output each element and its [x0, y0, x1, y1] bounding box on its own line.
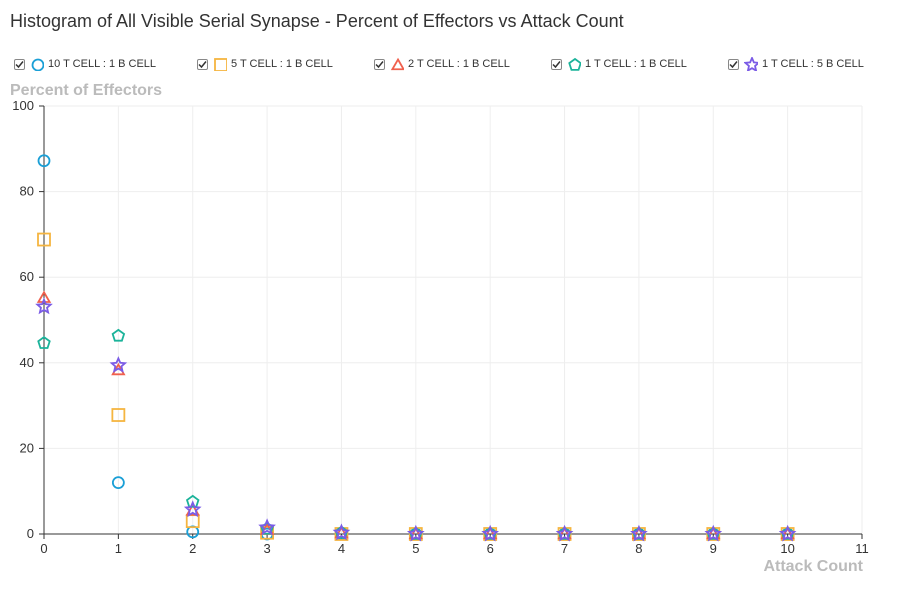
- legend-item[interactable]: 1 T CELL : 5 B CELL: [728, 54, 864, 74]
- data-point-circle[interactable]: [111, 476, 125, 490]
- star-marker[interactable]: [744, 57, 758, 71]
- x-tick-label: 9: [710, 541, 717, 556]
- chart-title: Histogram of All Visible Serial Synapse …: [10, 11, 624, 31]
- data-point-star[interactable]: [332, 523, 351, 541]
- legend-label: 5 T CELL : 1 B CELL: [231, 58, 333, 70]
- legend-label: 2 T CELL : 1 B CELL: [408, 58, 510, 70]
- data-point-star[interactable]: [555, 524, 574, 542]
- data-point-star[interactable]: [406, 524, 425, 542]
- data-point-star[interactable]: [481, 524, 500, 542]
- x-tick-label: 1: [115, 541, 122, 556]
- y-tick-label: 20: [20, 440, 34, 455]
- data-point-square[interactable]: [111, 408, 126, 422]
- data-point-pentagon[interactable]: [37, 335, 51, 349]
- x-tick-label: 4: [338, 541, 345, 556]
- circle-icon: [31, 58, 44, 71]
- data-point-pentagon[interactable]: [185, 494, 200, 508]
- triangle-icon: [390, 57, 404, 71]
- x-tick-label: 11: [855, 541, 869, 556]
- x-tick-label: 3: [263, 541, 270, 556]
- data-point-square[interactable]: [37, 232, 51, 247]
- y-tick-label: 100: [12, 98, 34, 113]
- legend-checkbox[interactable]: [728, 58, 739, 70]
- data-point-circle[interactable]: [37, 154, 51, 168]
- data-point-star[interactable]: [630, 524, 648, 542]
- data-point-star[interactable]: [183, 500, 202, 518]
- triangle-marker[interactable]: [390, 57, 404, 71]
- legend-checkbox[interactable]: [551, 58, 562, 70]
- legend-item[interactable]: 1 T CELL : 1 B CELL: [551, 54, 687, 74]
- x-tick-label: 0: [40, 541, 47, 556]
- data-point-star[interactable]: [258, 518, 276, 536]
- data-point-star[interactable]: [704, 524, 723, 542]
- axes: [39, 105, 863, 539]
- legend-label: 10 T CELL : 1 B CELL: [48, 58, 157, 70]
- legend: 10 T CELL : 1 B CELL 5 T CELL : 1 B CELL 2…: [0, 54, 900, 74]
- y-tick-label: 0: [27, 526, 34, 541]
- legend-checkbox[interactable]: [14, 58, 25, 70]
- y-tick-label: 40: [20, 355, 34, 370]
- legend-label: 1 T CELL : 1 B CELL: [585, 58, 687, 70]
- circle-marker[interactable]: [31, 58, 44, 71]
- x-tick-label: 10: [780, 541, 794, 556]
- square-marker[interactable]: [214, 58, 227, 71]
- pentagon-icon: [568, 57, 581, 71]
- x-tick-label: 8: [635, 541, 642, 556]
- legend-label: 1 T CELL : 5 B CELL: [762, 58, 864, 70]
- data-point-star[interactable]: [109, 356, 128, 373]
- data-point-star[interactable]: [35, 297, 53, 315]
- x-tick-label: 5: [412, 541, 419, 556]
- x-tick-label: 6: [487, 541, 494, 556]
- data-point-star[interactable]: [778, 524, 797, 542]
- x-axis-label: Attack Count: [763, 558, 863, 575]
- pentagon-marker[interactable]: [568, 57, 581, 71]
- square-icon: [214, 58, 227, 71]
- star-icon: [744, 57, 758, 71]
- tick-labels: 0 1 2 3 4 5 6 7 8 9 10 11 0 20 40 60 80 100: [12, 98, 868, 556]
- y-tick-label: 60: [20, 269, 34, 284]
- data-point-pentagon[interactable]: [111, 328, 126, 342]
- x-tick-label: 2: [189, 541, 196, 556]
- y-axis-label: Percent of Effectors: [10, 82, 163, 99]
- x-tick-label: 7: [561, 541, 568, 556]
- legend-checkbox[interactable]: [197, 58, 208, 70]
- data-points: [35, 154, 797, 542]
- grid: [43, 105, 863, 535]
- legend-item[interactable]: 2 T CELL : 1 B CELL: [374, 54, 510, 74]
- y-tick-label: 80: [20, 184, 34, 199]
- legend-checkbox[interactable]: [374, 58, 385, 70]
- data-point-square[interactable]: [260, 525, 274, 540]
- legend-item[interactable]: 10 T CELL : 1 B CELL: [14, 54, 156, 74]
- legend-item[interactable]: 5 T CELL : 1 B CELL: [197, 54, 333, 74]
